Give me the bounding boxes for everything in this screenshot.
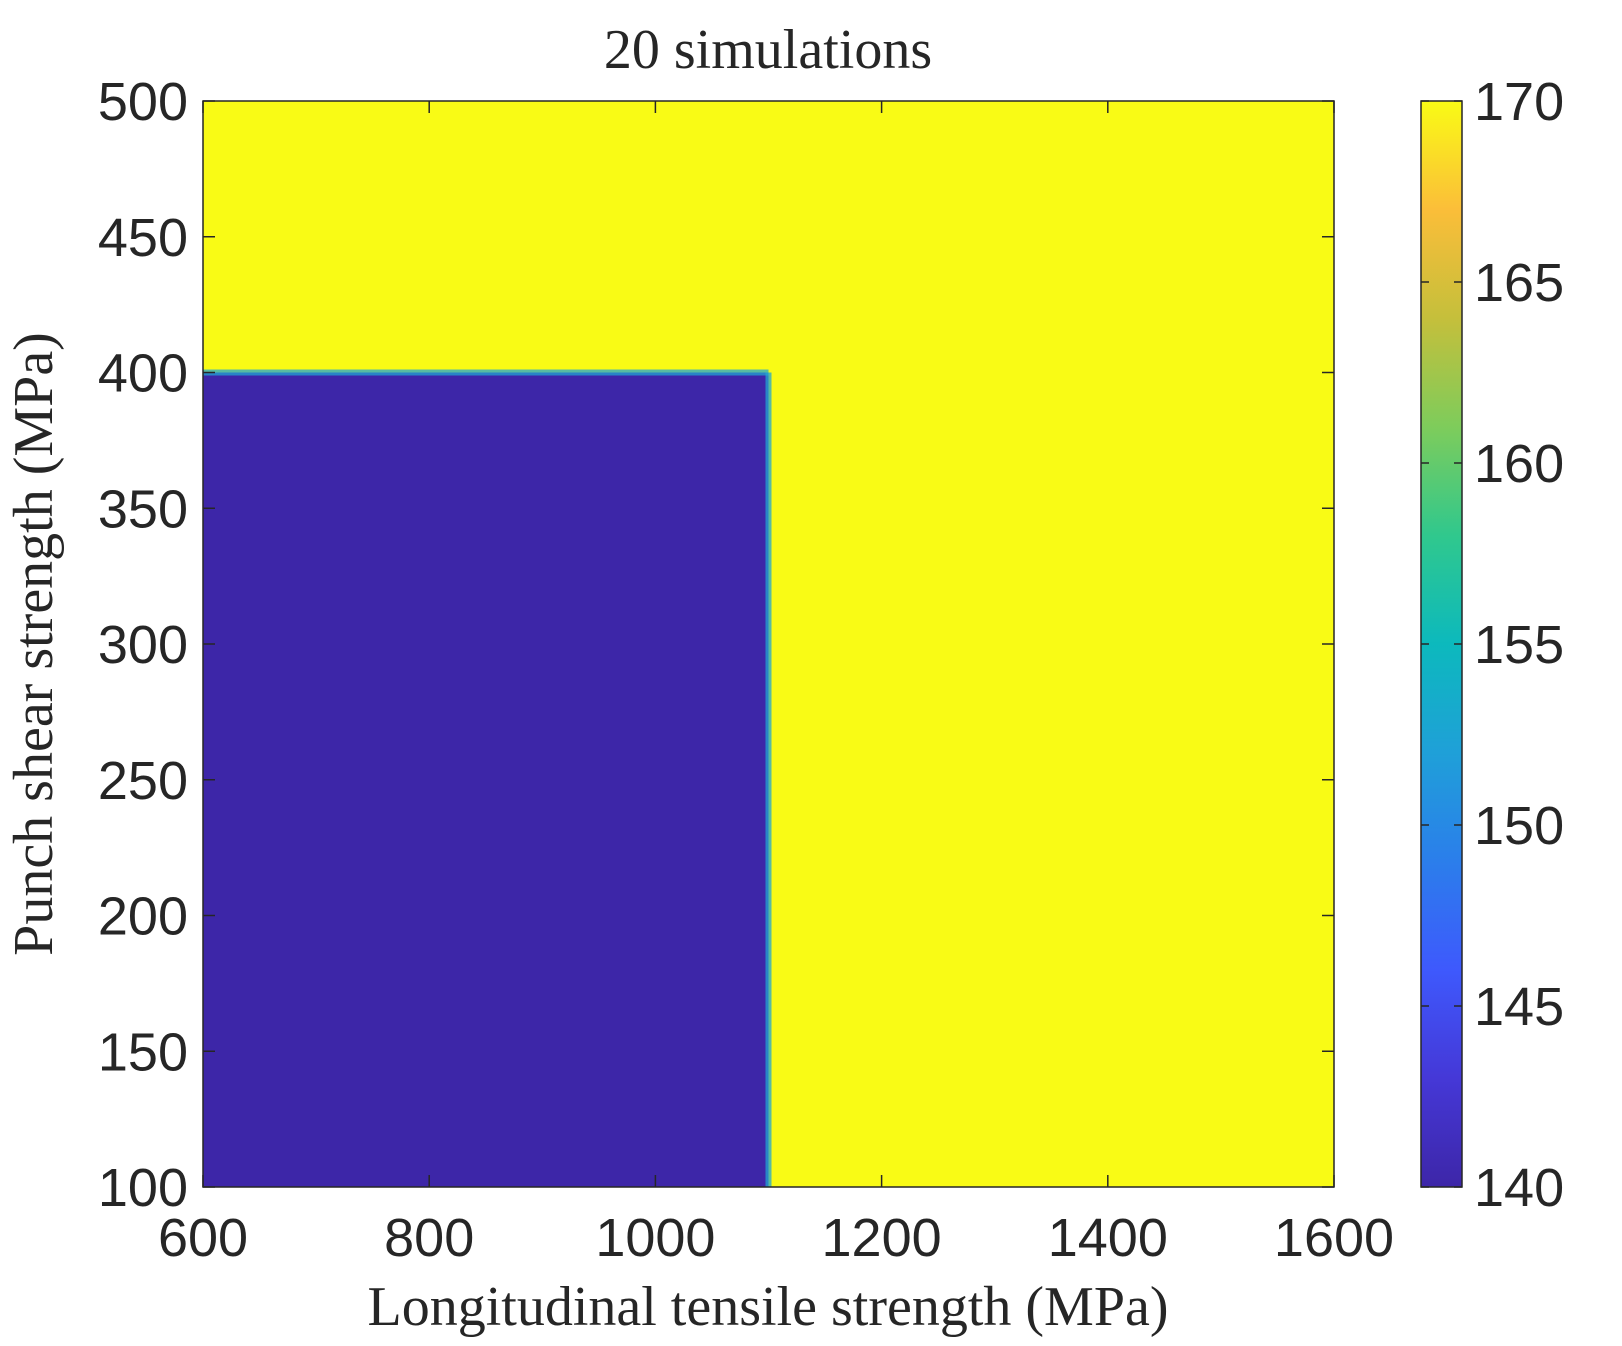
colorbar-tick-label: 150: [1474, 796, 1564, 856]
colorbar-tick-label: 155: [1474, 615, 1564, 675]
colorbar-tick-label: 145: [1474, 977, 1564, 1037]
x-tick-label: 1200: [822, 1208, 942, 1268]
y-tick-label: 100: [98, 1158, 188, 1218]
y-axis-label: Punch shear strength (MPa): [3, 332, 65, 956]
x-tick-label: 600: [158, 1208, 248, 1268]
colorbar-ticks: 140 145 150 155 160 165 170: [1421, 72, 1564, 1218]
x-tick-label: 800: [384, 1208, 474, 1268]
region-edge-vertical: [765, 372, 772, 1187]
region-edge-horizontal: [203, 369, 769, 376]
y-tick-label: 350: [98, 479, 188, 539]
y-tick-label: 200: [98, 887, 188, 947]
x-tick-label: 1000: [595, 1208, 715, 1268]
x-tick-label: 1400: [1048, 1208, 1168, 1268]
colorbar-tick-label: 170: [1474, 72, 1564, 132]
chart-title: 20 simulations: [604, 19, 932, 81]
y-tick-label: 450: [98, 208, 188, 268]
x-axis-ticks: 600 800 1000 1200 1400 1600: [158, 101, 1394, 1268]
y-tick-label: 400: [98, 344, 188, 404]
colorbar-tick-label: 140: [1474, 1158, 1564, 1218]
heatmap-regions: [203, 101, 1334, 1187]
x-tick-label: 1600: [1274, 1208, 1394, 1268]
colorbar-tick-label: 160: [1474, 434, 1564, 494]
y-axis-ticks: 100 150 200 250 300 350 400 450 500: [98, 72, 1334, 1218]
y-tick-label: 500: [98, 72, 188, 132]
heatmap-region-1: [203, 372, 769, 1187]
y-tick-label: 250: [98, 751, 188, 811]
y-tick-label: 300: [98, 615, 188, 675]
x-axis-label: Longitudinal tensile strength (MPa): [368, 1276, 1169, 1338]
y-tick-label: 150: [98, 1022, 188, 1082]
colorbar-tick-label: 165: [1474, 253, 1564, 313]
